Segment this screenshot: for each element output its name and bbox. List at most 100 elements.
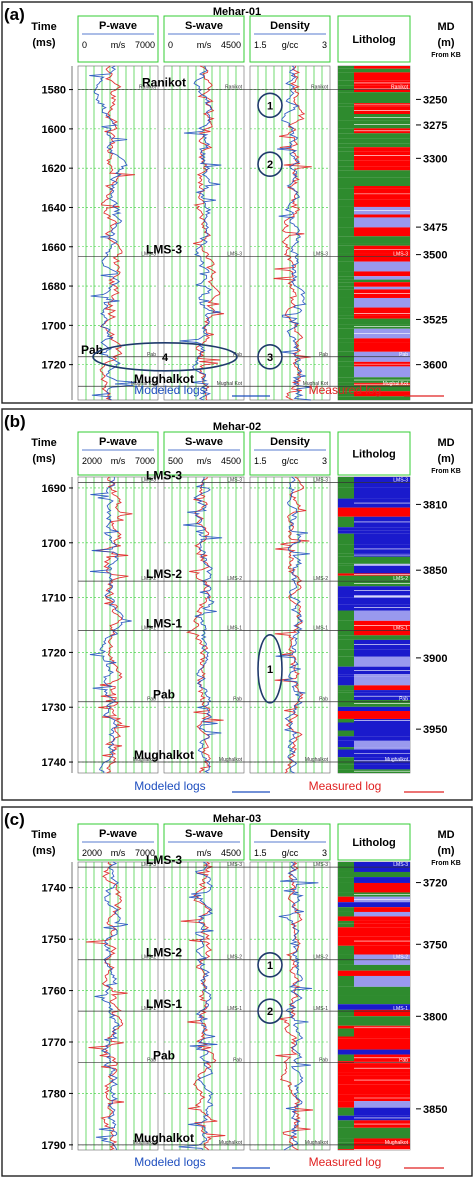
lithology-bed: [338, 544, 354, 554]
lithology-bed: [354, 1072, 410, 1076]
measured-curve: [180, 861, 226, 1151]
horizon-track-label: Mughalkot: [133, 757, 157, 763]
horizon-track-label: LMS-2: [141, 576, 156, 582]
lithology-bed: [338, 911, 354, 917]
lithology-bed: [338, 563, 354, 566]
time-tick-label: 1640: [42, 202, 66, 214]
horizon-track-label: LMS-1: [227, 625, 242, 631]
lithology-bed: [338, 527, 354, 531]
lithology-bed: [354, 676, 410, 686]
lithology-bed: [338, 1127, 354, 1139]
track-unit-label: g/cc: [282, 456, 299, 466]
horizon-track-label: Pab: [147, 352, 156, 358]
lithology-bed: [338, 338, 354, 343]
time-tick-label: 1760: [42, 986, 66, 998]
lithology-bed: [354, 610, 410, 621]
lithology-bed: [354, 911, 410, 917]
lithology-bed: [354, 243, 410, 246]
horizon-track-label: Pab: [233, 1058, 242, 1064]
lithology-bed: [354, 1084, 410, 1095]
track-min-label: 1.5: [254, 456, 267, 466]
lithology-bed: [354, 385, 410, 392]
litholog-header-box: [337, 431, 411, 476]
md-axis-unit: (m): [437, 37, 454, 49]
lithology-bed: [354, 1016, 410, 1026]
horizon-track-label: LMS-2: [313, 955, 328, 961]
litholog-title: Litholog: [352, 837, 395, 849]
horizon-track-label: Pab: [319, 1058, 328, 1064]
lithology-bed: [338, 279, 354, 283]
lithology-bed: [338, 160, 354, 167]
time-tick-label: 1660: [42, 242, 66, 254]
track-min-label: 2000: [82, 456, 102, 466]
horizon-track-label: Mughal Kot: [303, 381, 329, 387]
horizon-track-label: LMS-1: [141, 1006, 156, 1012]
lithology-bed: [354, 315, 410, 319]
md-tick-label: 3250: [423, 94, 447, 106]
lithology-bed: [338, 128, 354, 134]
lithology-bed: [338, 690, 354, 693]
horizon-track-label: LMS-2: [141, 955, 156, 961]
md-axis-label: MD: [437, 437, 454, 449]
horizon-track-label: Pab: [233, 352, 242, 358]
md-tick-label: 3500: [423, 250, 447, 262]
lithology-bed: [338, 964, 354, 971]
md-reference: From KB: [431, 52, 461, 59]
lithology-bed: [354, 1009, 410, 1017]
lithology-bed: [354, 185, 410, 189]
lithology-bed: [338, 138, 354, 144]
lithology-bed: [338, 610, 354, 621]
annotation-label: 1: [267, 664, 273, 676]
horizon-litholog-label: Mughalkot: [385, 757, 409, 763]
lithology-bed: [338, 730, 354, 737]
track-header-box: [77, 15, 159, 63]
lithology-bed: [354, 711, 410, 719]
track-title-1: S-wave: [185, 828, 223, 840]
lithology-bed: [338, 166, 354, 171]
horizon-litholog-label: Pab: [399, 1058, 408, 1064]
track-title-2: Density: [270, 828, 311, 840]
horizon-track-label: LMS-2: [313, 576, 328, 582]
lithology-bed: [338, 245, 354, 254]
lithology-bed: [354, 199, 410, 207]
horizon-track-label: Mughalkot: [219, 1140, 243, 1146]
md-tick-label: 3850: [423, 565, 447, 577]
horizon-litholog-label: Pab: [399, 352, 408, 358]
lithology-bed: [338, 1025, 354, 1029]
time-axis-label: Time: [31, 21, 56, 33]
lithology-bed: [354, 986, 410, 996]
lithology-bed: [354, 138, 410, 144]
lithology-bed: [338, 1084, 354, 1095]
track-min-label: 2000: [82, 848, 102, 858]
legend-modeled-label: Modeled logs: [134, 779, 205, 793]
lithology-bed: [338, 975, 354, 987]
track-title-1: S-wave: [185, 436, 223, 448]
lithology-bed: [338, 85, 354, 93]
horizon-track-label: LMS-3: [227, 862, 242, 868]
track-title-2: Density: [270, 20, 311, 32]
track-min-label: 1.5: [254, 40, 267, 50]
time-tick-label: 1580: [42, 85, 66, 97]
lithology-bed: [354, 530, 410, 534]
lithology-bed: [338, 199, 354, 207]
lithology-bed: [354, 1004, 410, 1010]
legend-measured-label: Measured log: [309, 383, 382, 397]
time-tick-label: 1620: [42, 163, 66, 175]
horizon-litholog-label: LMS-1: [393, 1006, 408, 1012]
lithology-bed: [354, 597, 410, 605]
lithology-bed: [354, 923, 410, 928]
track-unit-label: m/s: [197, 848, 212, 858]
lithology-bed: [338, 907, 354, 912]
lithology-bed: [338, 892, 354, 897]
lithology-bed: [338, 396, 354, 400]
lithology-bed: [338, 382, 354, 386]
lithology-bed: [338, 170, 354, 178]
lithology-bed: [354, 907, 410, 912]
track-max-label: 4500: [221, 40, 241, 50]
lithology-bed: [354, 556, 410, 564]
lithology-bed: [338, 896, 354, 903]
lithology-bed: [338, 604, 354, 611]
annotation-label: 1: [267, 100, 273, 112]
horizon-litholog-label: LMS-3: [393, 862, 408, 868]
